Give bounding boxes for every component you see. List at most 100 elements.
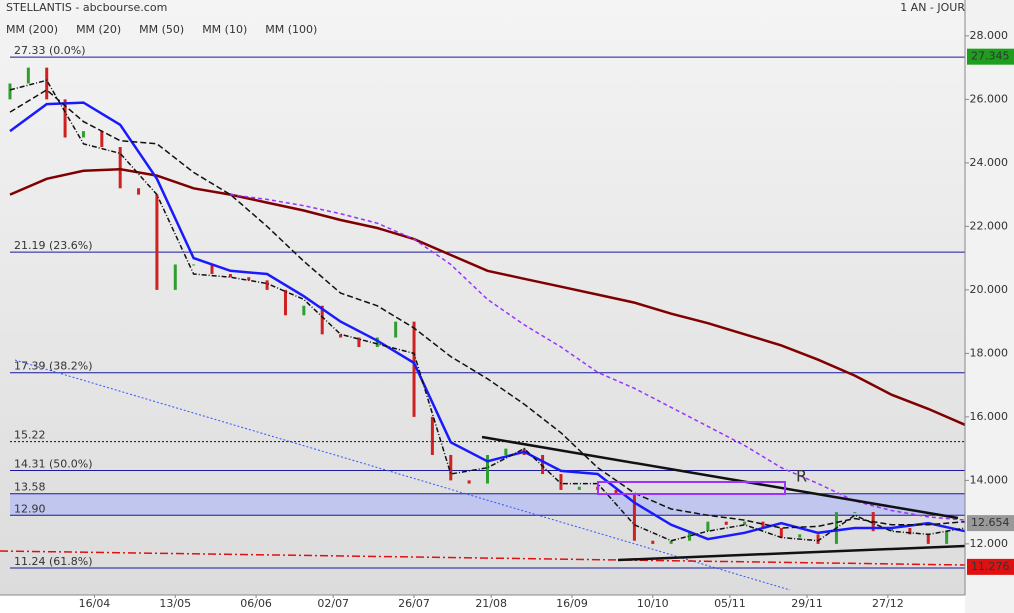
price-tag-label: 11.276	[971, 560, 1010, 573]
candle-body	[118, 147, 122, 189]
candle-body	[45, 67, 49, 100]
candle-body	[816, 534, 820, 544]
candle-body	[430, 416, 434, 455]
x-tick-label: 26/07	[398, 597, 430, 610]
candle-body	[779, 528, 783, 538]
candle-body	[908, 528, 912, 535]
candle-body	[8, 83, 12, 100]
trend-line	[0, 550, 966, 566]
x-tick-label: 29/11	[791, 597, 823, 610]
price-tag-label: 27.345	[971, 50, 1010, 63]
level-label: 11.24 (61.8%)	[14, 555, 93, 568]
candle-body	[724, 521, 728, 525]
x-tick-label: 16/09	[556, 597, 588, 610]
candle-body	[63, 99, 67, 138]
trend-line	[14, 359, 791, 591]
level-label: 12.90	[14, 502, 46, 515]
candle-body	[302, 305, 306, 316]
candle-body	[577, 486, 581, 490]
y-tick-label: 12.000	[970, 537, 1009, 550]
y-tick-label: 22.000	[970, 219, 1009, 232]
legend-entry: MM (50)	[139, 23, 184, 36]
period: 1 AN - JOUR	[900, 1, 965, 14]
ma-line	[9, 101, 966, 541]
candle-body	[614, 489, 618, 494]
candle-body	[541, 454, 545, 475]
x-tick-label: 05/11	[714, 597, 746, 610]
candle-body	[247, 277, 251, 281]
legend-entry: MM (20)	[76, 23, 121, 36]
resistance-line	[481, 435, 959, 520]
candle-body	[412, 321, 416, 417]
candle-body	[228, 274, 232, 278]
candle-body	[26, 67, 30, 84]
candle-body	[761, 521, 765, 529]
candle-body	[357, 337, 361, 348]
x-tick-label: 02/07	[317, 597, 349, 610]
candle-body	[283, 289, 287, 316]
y-tick-label: 18.000	[970, 346, 1009, 359]
candle-body	[688, 531, 692, 541]
x-tick-label: 13/05	[159, 597, 191, 610]
level-label: 27.33 (0.0%)	[14, 44, 86, 57]
candle-body	[651, 540, 655, 544]
level-label: 13.58	[14, 481, 46, 494]
candle-body	[137, 188, 141, 195]
legend-entry: MM (200)	[6, 23, 58, 36]
price-tag	[967, 48, 1014, 65]
candle-body	[155, 194, 159, 290]
x-tick-label: 27/12	[872, 597, 904, 610]
y-tick-label: 28.000	[970, 29, 1009, 42]
candle-body	[210, 264, 214, 275]
ma-line	[9, 167, 966, 426]
x-tick-label: 06/06	[240, 597, 272, 610]
candle-body	[632, 493, 636, 541]
legend-entry: MM (100)	[265, 23, 317, 36]
x-tick-label: 16/04	[79, 597, 111, 610]
legend-entry: MM (10)	[202, 23, 247, 36]
candle-body	[945, 531, 949, 544]
y-tick-label: 16.000	[970, 410, 1009, 423]
candle-body	[449, 454, 453, 481]
candle-body	[706, 521, 710, 532]
candle-body	[265, 280, 269, 290]
candle-body	[81, 131, 85, 138]
candle-body	[559, 474, 563, 490]
ma-line	[9, 79, 966, 542]
zone-band	[10, 493, 965, 516]
y-tick-label: 20.000	[970, 283, 1009, 296]
candle-body	[743, 521, 747, 525]
level-label: 14.31 (50.0%)	[14, 458, 93, 471]
ma-line	[9, 88, 966, 529]
axis-background	[965, 0, 1014, 613]
candle-body	[669, 540, 673, 544]
price-tag	[967, 558, 1014, 575]
candle-body	[320, 305, 324, 335]
candle-body	[173, 264, 177, 290]
level-label: 17.39 (38.2%)	[14, 360, 93, 373]
candle-body	[394, 321, 398, 338]
annotation: R	[796, 467, 807, 486]
candle-body	[890, 528, 894, 532]
candle-body	[853, 512, 857, 514]
candle-body	[504, 448, 508, 455]
zone-box	[597, 481, 786, 495]
x-tick-label: 10/10	[637, 597, 669, 610]
candle-body	[375, 337, 379, 348]
candle-body	[192, 264, 196, 266]
candle-body	[485, 454, 489, 484]
level-label: 15.22	[14, 429, 46, 442]
y-tick-label: 26.000	[970, 92, 1009, 105]
candle-body	[100, 131, 104, 148]
x-tick-label: 21/08	[475, 597, 507, 610]
price-tag	[967, 515, 1014, 532]
price-tag-label: 12.654	[971, 516, 1010, 529]
support-line	[617, 544, 966, 562]
chart-title: STELLANTIS - abcbourse.com	[6, 1, 167, 14]
y-tick-label: 24.000	[970, 156, 1009, 169]
candle-body	[798, 534, 802, 538]
candle-body	[339, 334, 343, 338]
y-tick-label: 14.000	[970, 473, 1009, 486]
